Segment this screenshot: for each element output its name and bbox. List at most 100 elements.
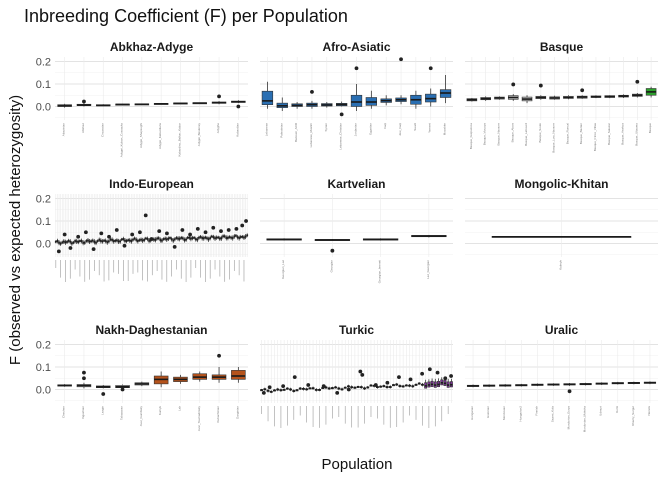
outlier-point [76, 234, 81, 239]
x-tick-label: Adyghe [216, 123, 220, 134]
box-mark: Georgian_Imereti [362, 238, 399, 284]
box-mark [238, 235, 241, 241]
box-mark: Adyghe [211, 94, 227, 134]
x-tick-label: Syrian [324, 123, 328, 132]
chart-title: Inbreeding Coefficient (F) per Populatio… [24, 6, 348, 26]
outlier-point [420, 371, 425, 376]
outlier-point [130, 232, 135, 237]
box-mark [282, 388, 286, 391]
box-body [261, 90, 274, 105]
outlier-point [203, 230, 208, 235]
x-tick-label: Basque_Soule [538, 123, 542, 143]
x-tick-label: Jordanian [354, 123, 358, 137]
box-mark [210, 234, 213, 238]
outlier-point [219, 229, 223, 234]
y-tick-label: 0.1 [36, 362, 51, 374]
box-mark [170, 236, 173, 242]
x-tick-label: Khanty_Surgut [631, 406, 635, 426]
box-mark [64, 239, 67, 245]
box-mark [82, 240, 85, 246]
box-mark [222, 234, 224, 239]
box-mark [236, 234, 239, 240]
box-mark [239, 234, 242, 240]
outlier-point [335, 390, 340, 395]
box-mark: Adygei_Shapsughi [134, 103, 150, 148]
outlier-point [373, 383, 378, 387]
box-mark [93, 239, 96, 245]
x-tick-label: Adygei_Kuban_Cossacks [120, 123, 124, 158]
box-mark [337, 386, 341, 391]
outlier-point [91, 247, 96, 252]
x-tick-label: Basque_Salazar [607, 123, 611, 145]
x-tick-label: Georgian_Imereti [378, 260, 382, 284]
facet-panel: Basque Basque_Guipuzcoa Basque_Vizcaya Basq… [465, 40, 658, 153]
box-mark [330, 386, 334, 390]
x-tick-label: Basque [648, 123, 652, 134]
box-mark: Lak [173, 374, 188, 411]
box-mark [279, 388, 283, 392]
box-mark [269, 390, 273, 394]
box-mark: Avar_Tsumadinsky [192, 371, 207, 431]
box-mark: Circassian [96, 104, 111, 137]
box-mark [449, 378, 453, 388]
outlier-point [56, 249, 61, 254]
box-mark [220, 235, 223, 241]
box-mark: Egyptian [365, 90, 377, 135]
box-mark [430, 378, 434, 387]
box-mark [90, 239, 93, 244]
box-mark [350, 385, 354, 389]
x-tick-label: Hungarian [470, 406, 474, 420]
x-tick-label: Georgian [329, 260, 333, 273]
box-mark [99, 238, 102, 244]
box-mark [148, 238, 150, 244]
x-tick-label: Saami_Kola [550, 406, 554, 423]
y-tick-label: 0.2 [36, 57, 51, 69]
box-mark [116, 238, 118, 243]
outlier-point [354, 66, 359, 71]
outlier-point [107, 234, 111, 239]
box-mark: Saudi [410, 90, 422, 131]
box-mark [212, 234, 215, 240]
box-mark [180, 235, 183, 240]
box-mark: Kabardino_Balkar_Kabar [173, 102, 188, 157]
box-mark: Saami_Kola [547, 383, 560, 423]
x-tick-label: Adygei_Shapsughi [139, 123, 143, 148]
box-mark [80, 238, 83, 244]
box-mark: Yemeni [425, 66, 437, 133]
box-mark: Mordovian_Erzya [563, 382, 576, 429]
box-mark [427, 379, 431, 388]
outlier-point [397, 375, 401, 380]
box-mark: Lebanese_Muslim [306, 89, 318, 147]
box-mark: Adygei_Besleney [192, 102, 207, 146]
box-mark [198, 235, 200, 240]
box-mark [70, 240, 73, 246]
box-mark: Basque_Aezkoa [618, 94, 629, 145]
box-mark [159, 237, 162, 243]
box-mark [120, 237, 123, 242]
outlier-point [217, 353, 221, 358]
x-tick-label: Ingushian [81, 406, 85, 419]
box-mark [114, 238, 117, 243]
box-mark [175, 236, 178, 240]
box-mark [424, 379, 428, 389]
box-mark [260, 388, 264, 392]
box-mark [295, 388, 299, 392]
x-tick-label: Lebanese [264, 123, 268, 137]
box-mark [388, 385, 392, 389]
x-tick-label: Kumyk [158, 406, 162, 416]
y-tick-label: 0.1 [36, 79, 51, 91]
box-mark [207, 236, 210, 242]
box-mark [433, 378, 437, 388]
facet-title: Abkhaz-Adyge [110, 40, 194, 54]
box-mark: Basque_Salazar [604, 95, 616, 145]
x-tick-label: Kabardian [235, 123, 239, 137]
box-mark: Hungarian2 [515, 383, 528, 422]
x-tick-label: Saudi [413, 123, 417, 131]
facet-panel: Indo-European 0.0 0.1 0.2 [36, 177, 249, 282]
box-mark [77, 239, 80, 245]
box-mark [154, 237, 157, 243]
box-mark [185, 237, 187, 242]
box-mark: Basque_Soule [535, 83, 547, 143]
box-mark [191, 235, 194, 241]
box-mark: Lezgin [96, 385, 111, 415]
